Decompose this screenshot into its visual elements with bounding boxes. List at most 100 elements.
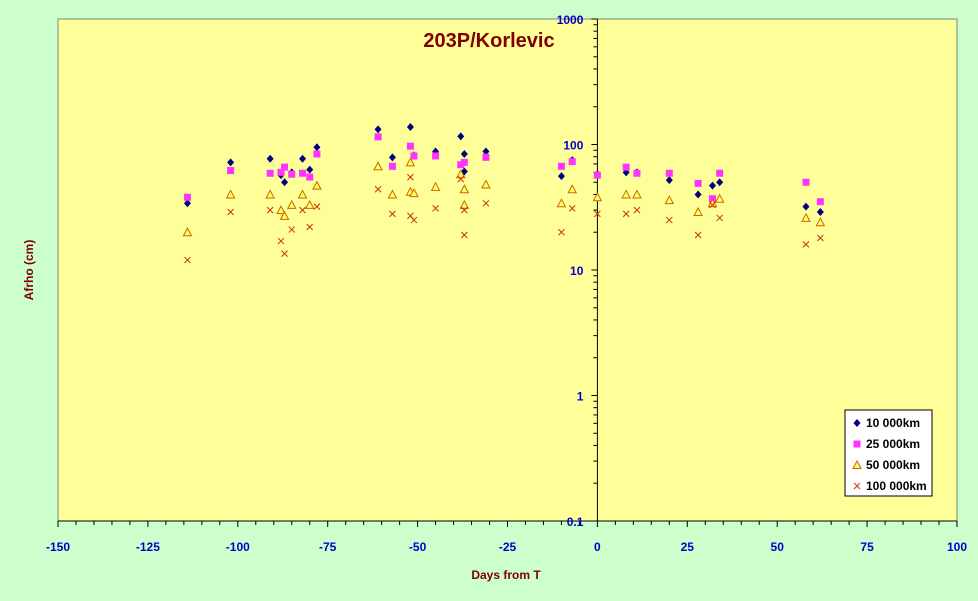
legend-label: 10 000km bbox=[866, 416, 920, 430]
data-point bbox=[802, 178, 810, 186]
data-point bbox=[286, 199, 297, 209]
data-point bbox=[557, 162, 565, 170]
legend-box bbox=[844, 409, 933, 497]
data-point bbox=[816, 198, 824, 206]
x-axis-title: Days from T bbox=[471, 568, 541, 582]
legend-marker bbox=[853, 419, 861, 427]
data-point bbox=[306, 173, 314, 181]
x-tick-label: -150 bbox=[46, 540, 70, 554]
data-point bbox=[389, 210, 396, 218]
data-point bbox=[432, 204, 439, 212]
data-point bbox=[459, 184, 470, 194]
data-point bbox=[281, 250, 288, 257]
data-point bbox=[694, 231, 702, 239]
data-point bbox=[387, 189, 398, 199]
y-tick-label: 1 bbox=[577, 390, 584, 404]
data-point bbox=[714, 193, 725, 203]
data-point bbox=[557, 172, 565, 181]
data-point bbox=[299, 206, 306, 214]
data-point bbox=[374, 133, 382, 141]
data-point bbox=[664, 195, 675, 205]
data-point bbox=[266, 154, 274, 163]
data-point bbox=[266, 206, 274, 214]
legend-label: 50 000km bbox=[866, 458, 920, 472]
data-point bbox=[632, 189, 642, 199]
data-point bbox=[482, 199, 490, 207]
data-point bbox=[184, 256, 191, 264]
data-point bbox=[801, 212, 811, 222]
data-point bbox=[183, 199, 191, 208]
y-tick-label: 1000 bbox=[557, 13, 584, 27]
data-point bbox=[558, 228, 565, 236]
data-point bbox=[313, 150, 321, 158]
data-point bbox=[593, 171, 601, 179]
data-point bbox=[281, 178, 289, 187]
data-point bbox=[277, 168, 285, 176]
x-tick-label: -75 bbox=[319, 540, 337, 554]
legend-marker bbox=[852, 459, 862, 469]
x-tick-label: 25 bbox=[681, 540, 695, 554]
data-point bbox=[313, 203, 321, 210]
axes: -150 -125 -100 -75 -50 -25 0 25 50 75 100 0.1 1 10 100… bbox=[46, 13, 967, 554]
data-point bbox=[388, 162, 396, 170]
data-point bbox=[288, 226, 296, 233]
data-point bbox=[306, 165, 314, 174]
data-point bbox=[665, 216, 673, 224]
data-point bbox=[227, 158, 235, 167]
data-point bbox=[709, 201, 716, 209]
data-point bbox=[460, 231, 468, 239]
data-point bbox=[266, 169, 274, 177]
data-point bbox=[182, 227, 193, 237]
data-point bbox=[568, 204, 576, 212]
data-point bbox=[802, 241, 810, 248]
data-point bbox=[277, 237, 285, 245]
data-point bbox=[716, 178, 724, 187]
data-point bbox=[281, 163, 289, 171]
data-point bbox=[299, 154, 307, 163]
data-point bbox=[482, 153, 490, 161]
data-point bbox=[374, 125, 382, 134]
plot-area bbox=[57, 18, 958, 522]
data-point bbox=[460, 206, 468, 214]
data-point bbox=[183, 193, 191, 201]
data-point bbox=[693, 206, 703, 216]
data-point bbox=[633, 169, 641, 177]
data-point bbox=[622, 163, 630, 171]
x-tick-label: -125 bbox=[136, 540, 160, 554]
data-point bbox=[265, 189, 275, 199]
data-point bbox=[481, 179, 491, 189]
data-point bbox=[621, 189, 632, 199]
x-tick-label: 0 bbox=[594, 540, 601, 554]
data-point bbox=[665, 176, 673, 185]
data-point bbox=[388, 153, 396, 162]
data-point bbox=[297, 189, 308, 199]
data-point bbox=[633, 206, 641, 214]
data-point bbox=[816, 207, 824, 216]
data-point bbox=[592, 192, 603, 202]
data-point bbox=[410, 216, 418, 224]
x-tick-label: 50 bbox=[771, 540, 785, 554]
data-point bbox=[430, 181, 441, 191]
data-point bbox=[708, 181, 716, 190]
legend: 10 000km 25 000km 50 000km 100 000km bbox=[844, 409, 933, 497]
data-point bbox=[410, 152, 418, 160]
legend-label: 25 000km bbox=[866, 437, 920, 451]
data-point bbox=[802, 202, 810, 211]
x-tick-label: -50 bbox=[409, 540, 427, 554]
data-point bbox=[460, 150, 468, 159]
data-point bbox=[457, 161, 465, 169]
data-point bbox=[459, 199, 470, 209]
data-point bbox=[304, 199, 315, 209]
data-point bbox=[288, 170, 296, 178]
data-point bbox=[227, 208, 234, 216]
data-point bbox=[279, 210, 290, 220]
data-point bbox=[406, 142, 414, 150]
x-tick-label: -100 bbox=[226, 540, 250, 554]
x-tick-label: 75 bbox=[860, 540, 874, 554]
y-tick-label: 0.1 bbox=[567, 515, 584, 529]
data-points bbox=[182, 122, 826, 264]
data-point bbox=[276, 205, 286, 215]
data-point bbox=[225, 189, 236, 199]
data-point bbox=[460, 158, 468, 166]
data-point bbox=[622, 210, 630, 218]
